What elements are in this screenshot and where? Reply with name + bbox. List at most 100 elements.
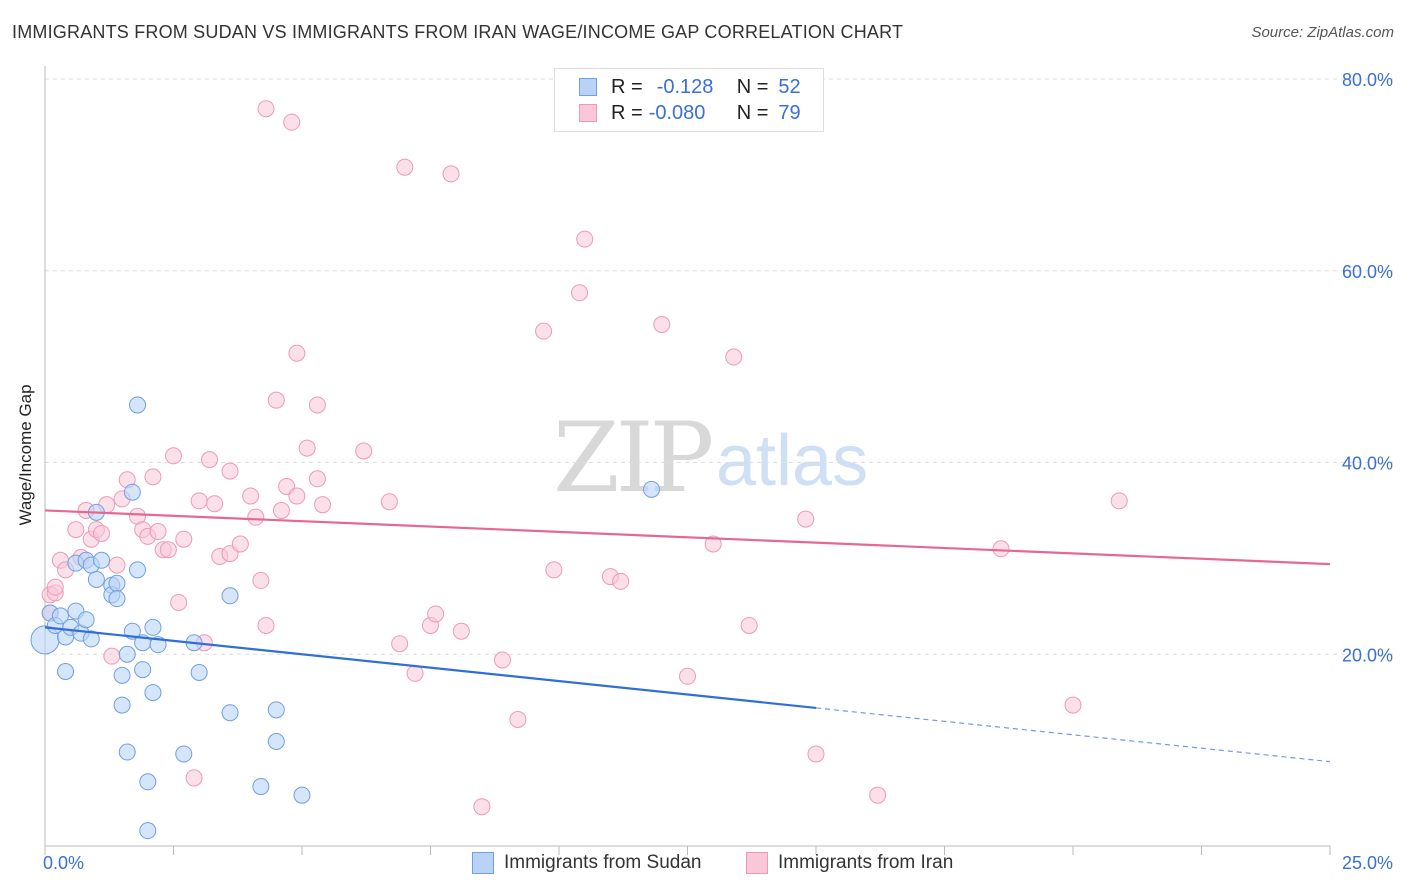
iran-point <box>149 523 167 541</box>
iran-point <box>535 322 553 340</box>
x-tick-label: 0.0% <box>43 853 84 873</box>
sudan-trend-extension <box>815 707 1331 763</box>
series-legend: Immigrants from Sudan Immigrants from Ir… <box>0 852 1406 878</box>
sudan-point <box>113 666 131 684</box>
sudan-point <box>87 570 105 588</box>
iran-point <box>221 462 239 480</box>
iran-point <box>1110 492 1128 510</box>
sudan-point <box>108 590 126 608</box>
legend-row-sudan: R = -0.128 N = 52 <box>579 75 801 99</box>
y-tick-label: 20.0% <box>1342 645 1393 665</box>
sudan-point <box>82 630 100 648</box>
iran-point <box>93 524 111 542</box>
y-tick-label: 60.0% <box>1342 262 1393 282</box>
stats-legend: R = -0.128 N = 52 R = -0.080 N = 79 <box>554 68 824 132</box>
iran-point <box>442 165 460 183</box>
iran-point <box>545 561 563 579</box>
sudan-point <box>51 607 69 625</box>
iran-point <box>612 572 630 590</box>
legend-r-label: R = <box>611 101 643 124</box>
iran-point <box>185 769 203 787</box>
sudan-point <box>144 618 162 636</box>
iran-point <box>257 100 275 118</box>
sudan-point <box>175 745 193 763</box>
legend-label-iran: Immigrants from Iran <box>778 852 954 873</box>
sudan-trend-line <box>44 626 817 710</box>
legend-r-value-iran: -0.080 <box>648 101 706 124</box>
iran-point <box>740 616 758 634</box>
iran-point <box>190 492 208 510</box>
iran-point <box>165 447 182 465</box>
sudan-point <box>293 786 311 804</box>
iran-trend-line <box>44 509 1331 566</box>
iran-point <box>653 315 671 333</box>
iran-point <box>288 344 306 362</box>
legend-n-value-iran: 79 <box>778 101 801 124</box>
iran-point <box>869 786 887 804</box>
sudan-point <box>139 773 157 791</box>
iran-point <box>1064 696 1082 714</box>
tick-labels: 20.0% 40.0% 60.0% 80.0% 0.0% 25.0% <box>43 70 1393 873</box>
iran-point <box>992 540 1010 558</box>
sudan-point <box>144 684 162 702</box>
legend-label-sudan: Immigrants from Sudan <box>504 852 702 873</box>
iran-point <box>427 605 445 623</box>
sudan-point <box>57 663 75 681</box>
iran-point <box>380 493 398 511</box>
sudan-point <box>129 561 147 579</box>
iran-point <box>308 470 326 488</box>
iran-point <box>288 487 306 505</box>
sudan-point <box>108 574 126 592</box>
iran-point <box>576 230 594 248</box>
iran-point <box>509 710 527 728</box>
iran-point <box>231 535 249 553</box>
sudan-point <box>221 704 239 722</box>
sudan-point <box>267 732 285 750</box>
sudan-point <box>190 663 208 681</box>
iran-point <box>272 501 290 519</box>
iran-point <box>396 158 414 176</box>
iran-point <box>807 745 825 763</box>
iran-point <box>314 496 332 514</box>
legend-n-label: N = <box>736 101 769 124</box>
legend-item-iran[interactable]: Immigrants from Iran <box>746 852 953 874</box>
iran-point <box>257 616 275 634</box>
sudan-point <box>123 483 141 501</box>
legend-swatch-sudan <box>579 78 597 96</box>
iran-point <box>175 530 193 548</box>
sudan-point <box>118 743 136 761</box>
iran-point <box>571 284 589 302</box>
x-tick-label: 25.0% <box>1342 853 1393 873</box>
iran-point <box>144 468 162 486</box>
iran-point <box>46 578 64 596</box>
chart-title: IMMIGRANTS FROM SUDAN VS IMMIGRANTS FROM… <box>12 22 904 42</box>
iran-point <box>355 442 373 460</box>
sudan-point <box>113 696 131 714</box>
sudan-point <box>118 645 136 663</box>
iran-point <box>493 651 511 669</box>
iran-point <box>252 571 270 589</box>
iran-point <box>159 541 177 559</box>
iran-point <box>298 439 316 457</box>
axes <box>44 66 1331 855</box>
legend-swatch-sudan <box>472 852 494 874</box>
sudan-point <box>77 611 95 629</box>
iran-point <box>797 510 815 528</box>
legend-item-sudan[interactable]: Immigrants from Sudan <box>472 852 701 874</box>
legend-n-label: N = <box>736 75 769 98</box>
legend-row-iran: R = -0.080 N = 79 <box>579 101 801 125</box>
source-label: Source: ZipAtlas.com <box>1251 24 1394 41</box>
legend-r-value-sudan: -0.128 <box>656 75 714 98</box>
legend-swatch-iran <box>579 104 597 122</box>
y-tick-label: 80.0% <box>1342 70 1393 90</box>
watermark-atlas: atlas <box>716 421 869 501</box>
iran-point <box>473 798 491 816</box>
iran-point <box>679 667 696 685</box>
sudan-point <box>643 480 661 498</box>
iran-point <box>283 113 301 131</box>
sudan-point <box>134 661 152 679</box>
iran-point <box>725 348 743 366</box>
legend-n-value-sudan: 52 <box>778 75 801 98</box>
iran-point <box>206 495 224 513</box>
